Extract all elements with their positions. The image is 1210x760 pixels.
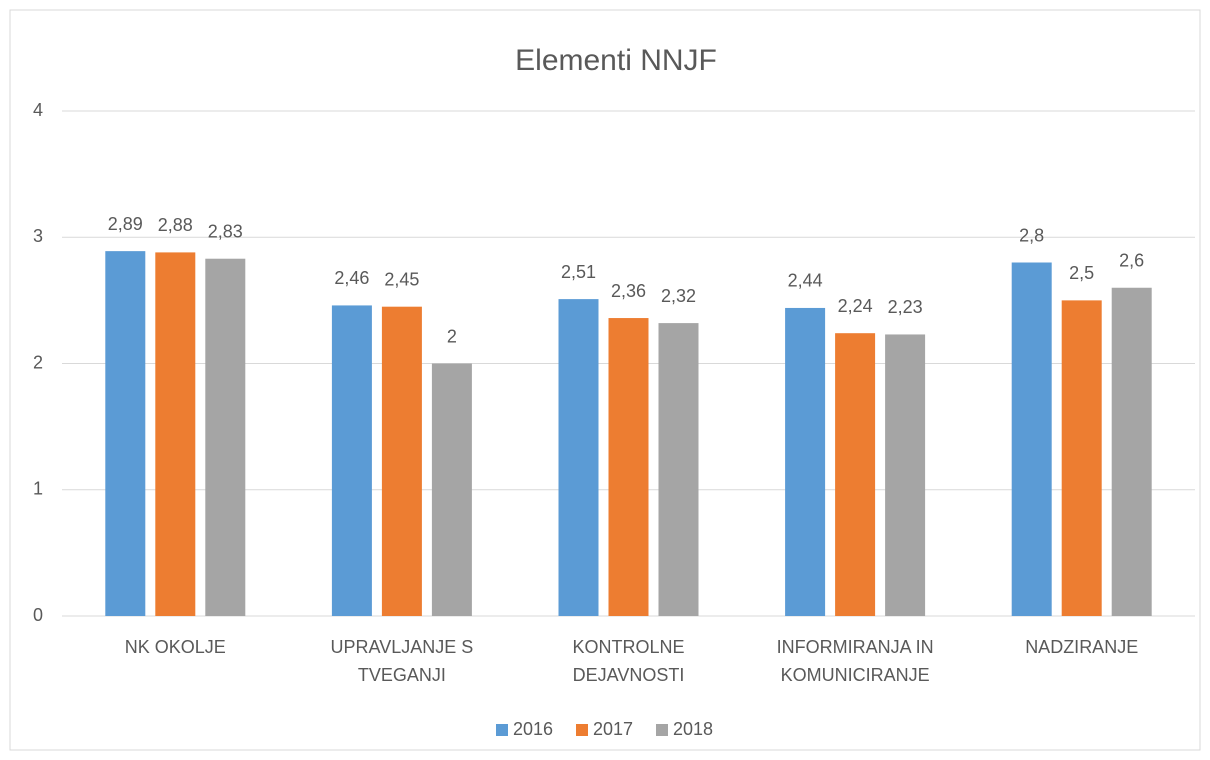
legend-swatch [496,724,508,736]
data-label: 2,51 [561,262,596,282]
x-tick-label: KONTROLNE DEJAVNOSTI [572,637,684,685]
y-tick-label: 0 [33,605,43,625]
legend-swatch [576,724,588,736]
chart-title: Elementi NNJF [515,44,717,77]
data-label: 2,23 [888,297,923,317]
bar [608,318,649,616]
bar [558,299,599,616]
x-tick-line: KONTROLNE [572,637,684,657]
bar [835,333,876,616]
data-label: 2,8 [1019,225,1044,245]
data-label: 2,45 [384,269,419,289]
data-label: 2,44 [788,271,823,291]
bar [105,251,146,616]
y-tick-label: 4 [33,100,43,120]
x-tick-line: NK OKOLJE [125,637,226,657]
bar [1111,287,1152,616]
data-label: 2,24 [838,296,873,316]
data-label: 2,89 [108,214,143,234]
bar [205,258,246,616]
data-label: 2,36 [611,281,646,301]
data-label: 2,6 [1119,251,1144,271]
data-label: 2 [447,326,457,346]
legend-label: 2017 [593,719,633,739]
y-tick-label: 2 [33,352,43,372]
x-tick-line: INFORMIRANJA IN [777,637,934,657]
x-tick-line: UPRAVLJANJE S [331,637,474,657]
bar [381,306,422,616]
bar [1011,262,1052,616]
x-tick-label: NK OKOLJE [125,637,226,657]
data-label: 2,46 [334,268,369,288]
y-tick-label: 3 [33,226,43,246]
legend-swatch [656,724,668,736]
data-label: 2,83 [208,221,243,241]
x-tick-label: NADZIRANJE [1025,637,1138,657]
data-label: 2,5 [1069,263,1094,283]
x-tick-line: KOMUNICIRANJE [781,665,930,685]
bar [331,305,372,616]
legend-label: 2018 [673,719,713,739]
y-tick-label: 1 [33,479,43,499]
data-label: 2,32 [661,286,696,306]
bar [658,323,699,616]
x-tick-label: INFORMIRANJA IN KOMUNICIRANJE [777,637,934,685]
bar [785,307,826,616]
bar [155,252,196,616]
legend-label: 2016 [513,719,553,739]
x-tick-line: DEJAVNOSTI [573,665,685,685]
x-tick-label: UPRAVLJANJE S TVEGANJI [331,637,474,685]
bar [885,334,926,616]
x-tick-line: TVEGANJI [358,665,446,685]
bar [431,363,472,616]
x-tick-line: NADZIRANJE [1025,637,1138,657]
bar [1061,300,1102,616]
data-label: 2,88 [158,215,193,235]
